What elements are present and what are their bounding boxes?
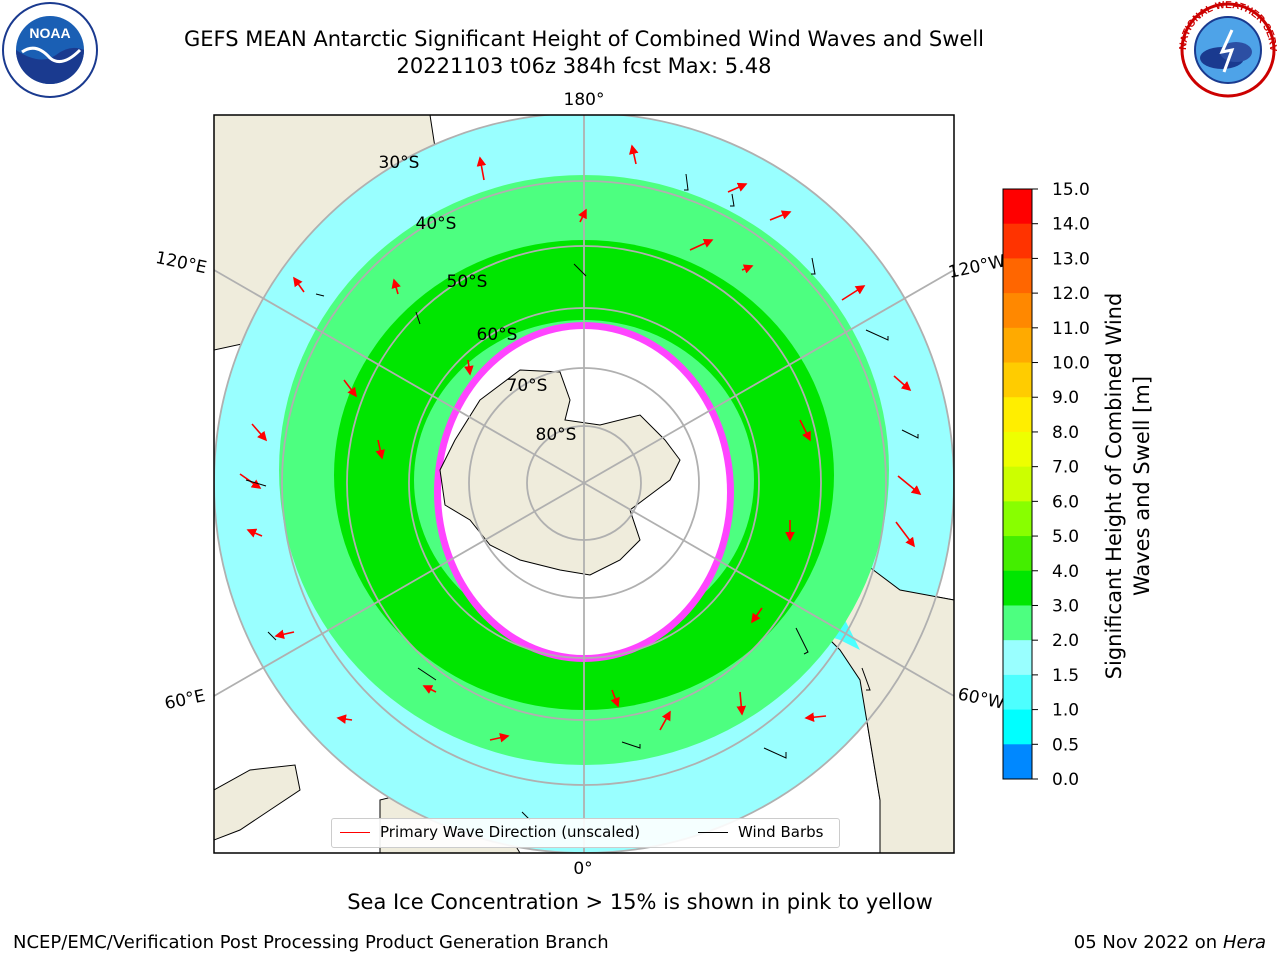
legend-barb: Wind Barbs (698, 823, 823, 841)
colorbar-frame (1002, 188, 1033, 780)
colorbar-segment (1003, 466, 1032, 502)
chart-subtitle: 20221103 t06z 384h fcst Max: 5.48 (396, 54, 772, 78)
lat-labels: 30°S 40°S 50°S 60°S 70°S 80°S (379, 153, 577, 445)
lat-label-30s: 30°S (379, 153, 420, 173)
colorbar-segment (1003, 536, 1032, 572)
noaa-logo-text: NOAA (29, 25, 70, 41)
colorbar-segment (1003, 709, 1032, 745)
colorbar-segment (1003, 605, 1032, 641)
colorbar-tick-label: 6.0 (1052, 492, 1079, 512)
colorbar: 15.0 14.0 13.0 12.0 11.0 10.0 9.0 8.0 7.0 6.0 5.0 4… (1002, 180, 1090, 790)
lon-label-120e: 120°E (154, 248, 209, 278)
colorbar-tick-label: 1.5 (1052, 666, 1079, 686)
lon-label-0: 0° (573, 859, 592, 879)
map-frame (213, 114, 955, 854)
graticule (214, 115, 954, 853)
noaa-logo: NOAA (2, 2, 98, 98)
lon-label-180: 180° (564, 90, 605, 110)
colorbar-segment (1003, 501, 1032, 537)
colorbar-tick-label: 10.0 (1052, 354, 1090, 374)
date-footer: 05 Nov 2022 on Hera (1074, 932, 1266, 953)
colorbar-tick-label: 12.0 (1052, 284, 1090, 304)
colorbar-tick-label: 15.0 (1052, 180, 1090, 200)
colorbar-segment (1003, 293, 1032, 329)
lat-label-60s: 60°S (477, 325, 518, 345)
legend-barb-label: Wind Barbs (738, 823, 824, 841)
colorbar-tick-label: 9.0 (1052, 388, 1079, 408)
map-area (214, 115, 954, 853)
host-text: Hera (1222, 932, 1266, 953)
colorbar-tick-label: 3.0 (1052, 596, 1079, 616)
colorbar-segment (1003, 362, 1032, 398)
colorbar-segment (1003, 640, 1032, 676)
sea-ice-note: Sea Ice Concentration > 15% is shown in … (347, 890, 933, 914)
lon-label-120w: 120°W (947, 251, 1008, 283)
colorbar-segment (1003, 674, 1032, 711)
colorbar-tick-label: 14.0 (1052, 215, 1090, 235)
lat-label-80s: 80°S (536, 425, 577, 445)
colorbar-segment (1003, 258, 1032, 294)
colorbar-tick-label: 13.0 (1052, 249, 1090, 269)
lon-label-60e: 60°E (163, 686, 207, 714)
colorbar-segment (1003, 744, 1032, 780)
wind-barbs (245, 173, 919, 821)
chart-title: GEFS MEAN Antarctic Significant Height o… (183, 27, 985, 51)
colorbar-tick-label: 11.0 (1052, 319, 1090, 339)
legend-wave-label: Primary Wave Direction (unscaled) (380, 823, 641, 841)
lat-label-50s: 50°S (447, 272, 488, 292)
colorbar-tick-label: 0.0 (1052, 770, 1079, 790)
lon-label-60w: 60°W (956, 684, 1006, 713)
credit-footer: NCEP/EMC/Verification Post Processing Pr… (13, 932, 609, 953)
colorbar-tick-label: 2.0 (1052, 631, 1079, 651)
lat-label-40s: 40°S (416, 214, 457, 234)
colorbar-tick-label: 4.0 (1052, 562, 1079, 582)
colorbar-tick-label: 7.0 (1052, 458, 1079, 478)
colorbar-segment (1003, 397, 1032, 433)
colorbar-segment (1003, 431, 1032, 468)
date-text: 05 Nov 2022 on (1073, 932, 1218, 953)
colorbar-title: Significant Height of Combined Wind Wave… (1102, 292, 1154, 680)
colorbar-tick-label: 1.0 (1052, 701, 1079, 721)
wave-arrows (239, 144, 922, 743)
colorbar-tick-label: 5.0 (1052, 527, 1079, 547)
colorbar-tick-label: 8.0 (1052, 423, 1079, 443)
colorbar-segment (1003, 223, 1032, 259)
colorbar-segment (1003, 189, 1032, 225)
colorbar-tick-label: 0.5 (1052, 735, 1079, 755)
colorbar-segment (1003, 570, 1032, 606)
lat-label-70s: 70°S (507, 376, 548, 396)
colorbar-segment (1003, 327, 1032, 364)
legend-wave: Primary Wave Direction (unscaled) (340, 823, 640, 841)
land-africa (214, 764, 301, 841)
legend: Primary Wave Direction (unscaled) Wind B… (331, 818, 840, 848)
legend-barb-swatch (698, 832, 728, 833)
legend-wave-swatch (340, 832, 370, 833)
